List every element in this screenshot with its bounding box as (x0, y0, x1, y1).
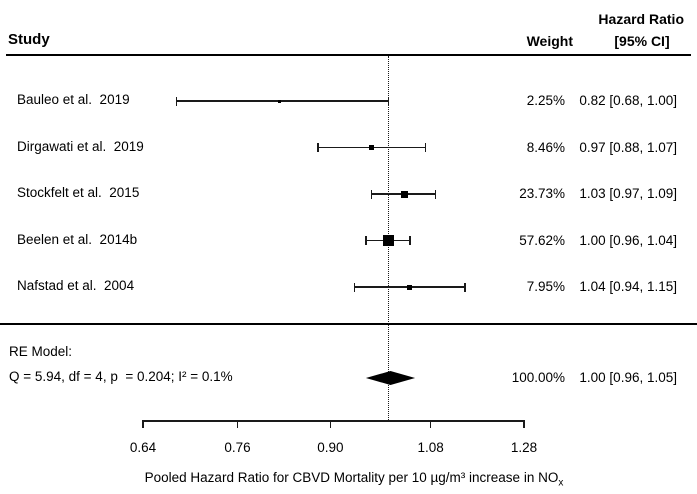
summary-diamond (365, 371, 416, 385)
study-weight: 7.95% (526, 279, 565, 294)
study-ci: 1.04 [0.94, 1.15] (579, 279, 677, 294)
x-axis-tick (523, 420, 525, 428)
x-axis-tick-label: 1.28 (510, 440, 538, 455)
study-weight: 23.73% (519, 186, 565, 201)
ci-cap-right (424, 143, 427, 152)
x-axis-tick (429, 420, 432, 428)
x-axis-tick (142, 420, 144, 428)
x-axis-tick-label: 0.90 (317, 440, 344, 455)
x-axis-line (142, 420, 525, 422)
study-weight: 57.62% (519, 232, 565, 248)
study-ci: 1.00 [0.96, 1.04] (579, 232, 677, 248)
column-header-hazard-ratio: Hazard Ratio (598, 11, 684, 27)
point-estimate-square (277, 99, 281, 103)
x-axis-title-sub: x (558, 477, 564, 489)
summary-ci: 1.00 [0.96, 1.05] (579, 370, 677, 385)
point-estimate-square (382, 235, 394, 246)
study-weight: 8.46% (526, 139, 565, 155)
ci-cap-left (370, 189, 373, 199)
x-axis-tick (329, 420, 332, 428)
ci-cap-left (175, 96, 178, 106)
ci-line (176, 100, 389, 102)
study-label: Stockfelt et al. 2015 (17, 185, 140, 200)
summary-separator-rule (0, 323, 697, 325)
column-header-ci: [95% CI] (614, 33, 670, 49)
study-label: Dirgawati et al. 2019 (17, 138, 144, 154)
study-label: Beelen et al. 2014b (17, 231, 138, 247)
ci-cap-left (353, 282, 356, 292)
ci-cap-right (434, 189, 437, 199)
column-header-study: Study (8, 31, 50, 48)
point-estimate-square (407, 284, 413, 290)
x-axis-tick-label: 1.08 (417, 440, 444, 455)
x-axis-tick (236, 420, 239, 428)
x-axis-title-main: Pooled Hazard Ratio for CBVD Mortality p… (144, 470, 559, 485)
x-axis-tick-label: 0.76 (224, 440, 251, 455)
x-axis-tick-label: 0.64 (129, 440, 157, 455)
header-rule (6, 54, 691, 56)
ci-cap-right (387, 96, 390, 106)
point-estimate-square (369, 145, 374, 150)
x-axis-title: Pooled Hazard Ratio for CBVD Mortality p… (104, 469, 604, 493)
re-model-stats: Q = 5.94, df = 4, p = 0.204; I² = 0.1% (9, 369, 233, 384)
study-label: Bauleo et al. 2019 (17, 92, 130, 107)
ci-cap-right (464, 282, 466, 292)
study-weight: 2.25% (526, 93, 565, 108)
study-label: Nafstad et al. 2004 (17, 278, 135, 293)
column-header-weight: Weight (526, 33, 573, 49)
study-ci: 1.03 [0.97, 1.09] (579, 186, 677, 201)
study-ci: 0.82 [0.68, 1.00] (579, 93, 677, 108)
study-ci: 0.97 [0.88, 1.07] (579, 139, 677, 155)
ci-cap-left (317, 143, 319, 152)
ci-cap-right (409, 236, 411, 245)
re-model-label: RE Model: (9, 344, 73, 359)
point-estimate-square (401, 190, 409, 198)
ci-cap-left (365, 236, 367, 245)
summary-weight: 100.00% (511, 370, 565, 385)
